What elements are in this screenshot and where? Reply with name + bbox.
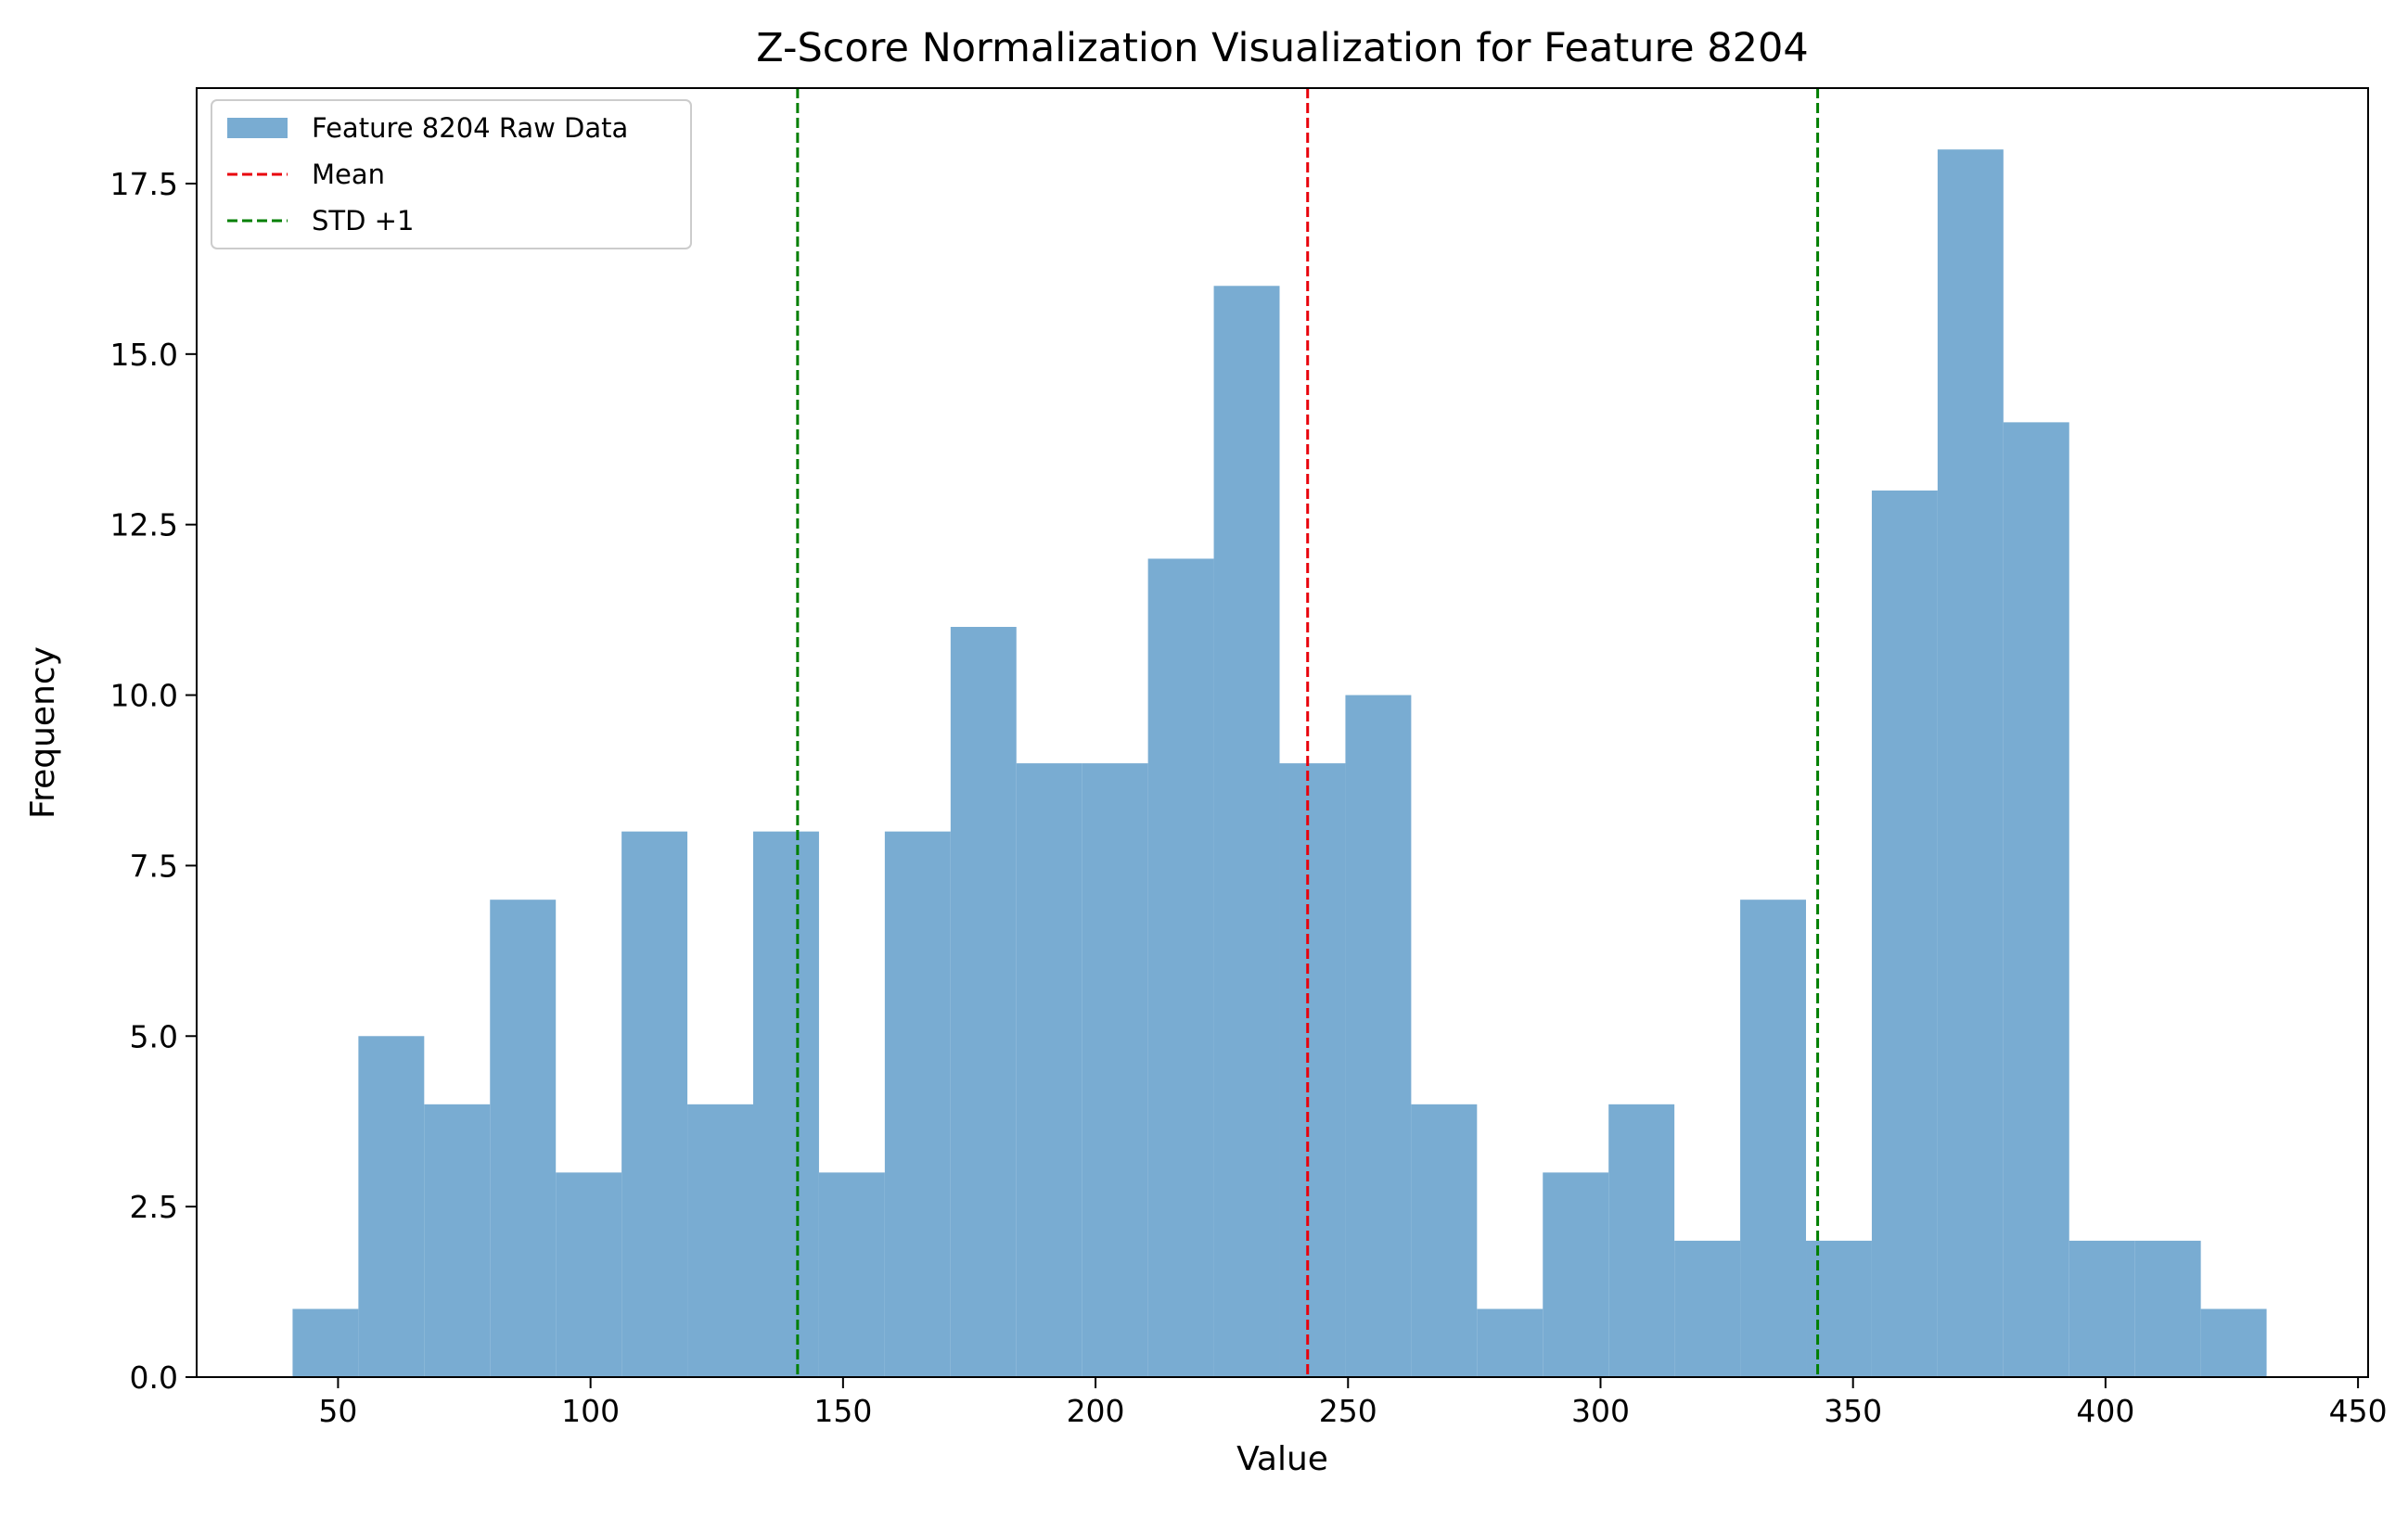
- legend: Feature 8204 Raw Data Mean STD +1: [211, 99, 692, 249]
- y-axis-ticks: 0.0 2.5 5.0 7.5 10.0 12.5 15.0 17.5: [110, 166, 197, 1396]
- x-axis-label: Value: [1236, 1440, 1328, 1478]
- histogram-bar: [818, 1172, 885, 1377]
- histogram-bar: [1608, 1104, 1675, 1377]
- histogram-bar: [1082, 763, 1148, 1377]
- y-tick-label: 15.0: [110, 337, 178, 373]
- y-tick-label: 17.5: [110, 166, 178, 202]
- x-tick-label: 50: [318, 1393, 357, 1429]
- x-tick-label: 150: [813, 1393, 872, 1429]
- reference-lines: [796, 88, 1820, 1377]
- histogram-bar: [1543, 1172, 1609, 1377]
- histogram-bar: [1477, 1308, 1543, 1377]
- y-tick-label: 2.5: [130, 1189, 178, 1225]
- y-axis-label: Frequency: [24, 646, 62, 819]
- legend-swatch-raw-data: [227, 118, 288, 138]
- histogram-bar: [1213, 286, 1280, 1378]
- x-tick-label: 100: [561, 1393, 620, 1429]
- x-tick-label: 350: [1824, 1393, 1882, 1429]
- y-tick-label: 12.5: [110, 507, 178, 543]
- histogram-bar: [1674, 1240, 1741, 1377]
- histogram-bar: [753, 831, 819, 1377]
- histogram-bar: [490, 900, 557, 1377]
- histogram-bar: [621, 831, 688, 1377]
- x-tick-label: 450: [2329, 1393, 2388, 1429]
- histogram-bar: [1937, 149, 2004, 1378]
- histogram-bar: [358, 1036, 425, 1377]
- histogram-bar: [2134, 1240, 2201, 1377]
- histogram-bar: [1411, 1104, 1478, 1377]
- histogram-bar: [556, 1172, 622, 1377]
- x-axis-ticks: 50 100 150 200 250 300 350 400 450: [318, 1377, 2388, 1429]
- legend-label-std: STD +1: [312, 205, 414, 236]
- histogram-bar: [1279, 763, 1346, 1377]
- histogram-bar: [884, 831, 951, 1377]
- x-tick-label: 400: [2076, 1393, 2134, 1429]
- y-tick-label: 5.0: [130, 1018, 178, 1054]
- legend-label-raw-data: Feature 8204 Raw Data: [312, 112, 628, 144]
- histogram-bar: [1016, 763, 1082, 1377]
- histogram-bar: [424, 1104, 491, 1377]
- histogram-bar: [2200, 1308, 2267, 1377]
- histogram-bar: [2003, 422, 2069, 1377]
- histogram-bar: [950, 627, 1017, 1377]
- chart-title: Z-Score Normalization Visualization for …: [756, 25, 1808, 71]
- histogram-bar: [2069, 1240, 2135, 1377]
- histogram-bar: [1147, 558, 1214, 1377]
- y-tick-label: 0.0: [130, 1359, 178, 1396]
- histogram-bar: [1806, 1240, 1872, 1377]
- histogram-bar: [687, 1104, 754, 1377]
- x-tick-label: 200: [1067, 1393, 1125, 1429]
- histogram-bars: [292, 149, 2267, 1378]
- histogram-bar: [292, 1308, 359, 1377]
- x-tick-label: 300: [1571, 1393, 1630, 1429]
- x-tick-label: 250: [1319, 1393, 1377, 1429]
- y-tick-label: 7.5: [130, 848, 178, 884]
- histogram-bar: [1740, 900, 1807, 1377]
- legend-box: [211, 99, 692, 249]
- legend-label-mean: Mean: [312, 159, 385, 190]
- axes-frame: [196, 87, 2369, 1378]
- y-tick-label: 10.0: [110, 678, 178, 714]
- histogram-bar: [1871, 490, 1938, 1377]
- histogram-bar: [1345, 695, 1412, 1377]
